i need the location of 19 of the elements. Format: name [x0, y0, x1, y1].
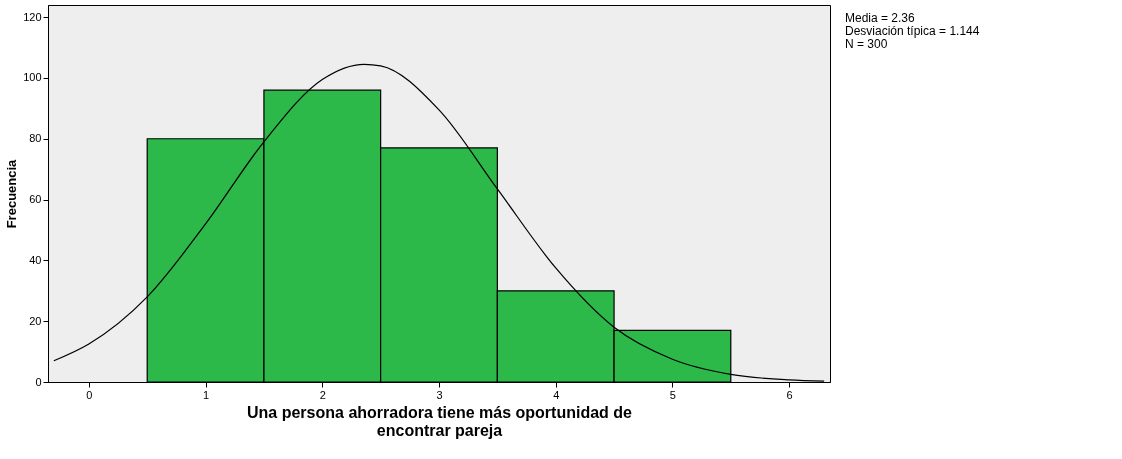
- x-tick-label: 4: [553, 388, 560, 401]
- y-tick-label: 120: [23, 10, 42, 23]
- text: N = 300: [845, 37, 888, 51]
- y-axis-title: Frecuencia: [4, 158, 20, 229]
- y-tick-label: 60: [29, 193, 42, 206]
- text: Desviación típica = 1.144: [845, 24, 980, 38]
- y-tick-label: 100: [23, 71, 42, 84]
- x-tick-label: 1: [203, 388, 210, 401]
- y-tick-label: 80: [29, 132, 42, 145]
- y-tick-label: 0: [35, 375, 42, 388]
- x-tick-label: 2: [319, 388, 326, 401]
- y-tick-label: 20: [29, 314, 42, 327]
- x-tick-label: 5: [669, 388, 676, 401]
- x-tick-label: 6: [786, 388, 793, 401]
- x-tick-label: 0: [86, 388, 93, 401]
- y-tick-label: 40: [29, 253, 42, 266]
- text: Media = 2.36: [845, 11, 916, 25]
- x-axis-title: Una persona ahorradora tiene más oportunidad de encontrar pareja: [247, 403, 633, 439]
- x-tick-label: 3: [436, 388, 443, 401]
